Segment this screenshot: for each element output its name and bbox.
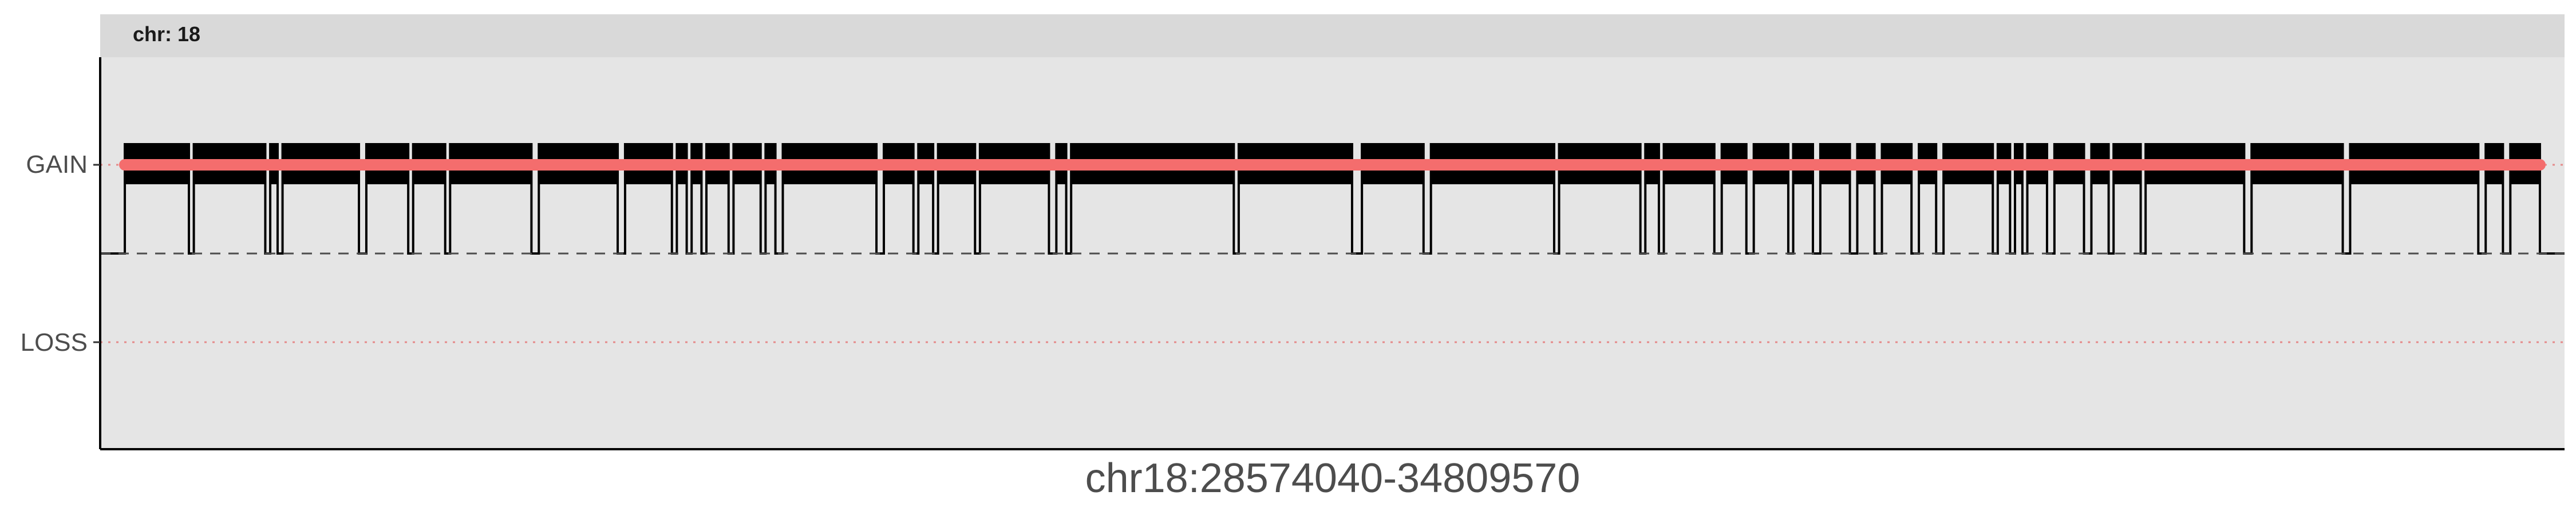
facet-strip: [100, 14, 2565, 57]
facet-label: chr: 18: [133, 22, 200, 46]
y-tick-label-gain: GAIN: [26, 150, 88, 179]
x-axis-title: chr18:28574040-34809570: [1085, 455, 1581, 501]
y-tick-label-loss: LOSS: [21, 328, 88, 356]
